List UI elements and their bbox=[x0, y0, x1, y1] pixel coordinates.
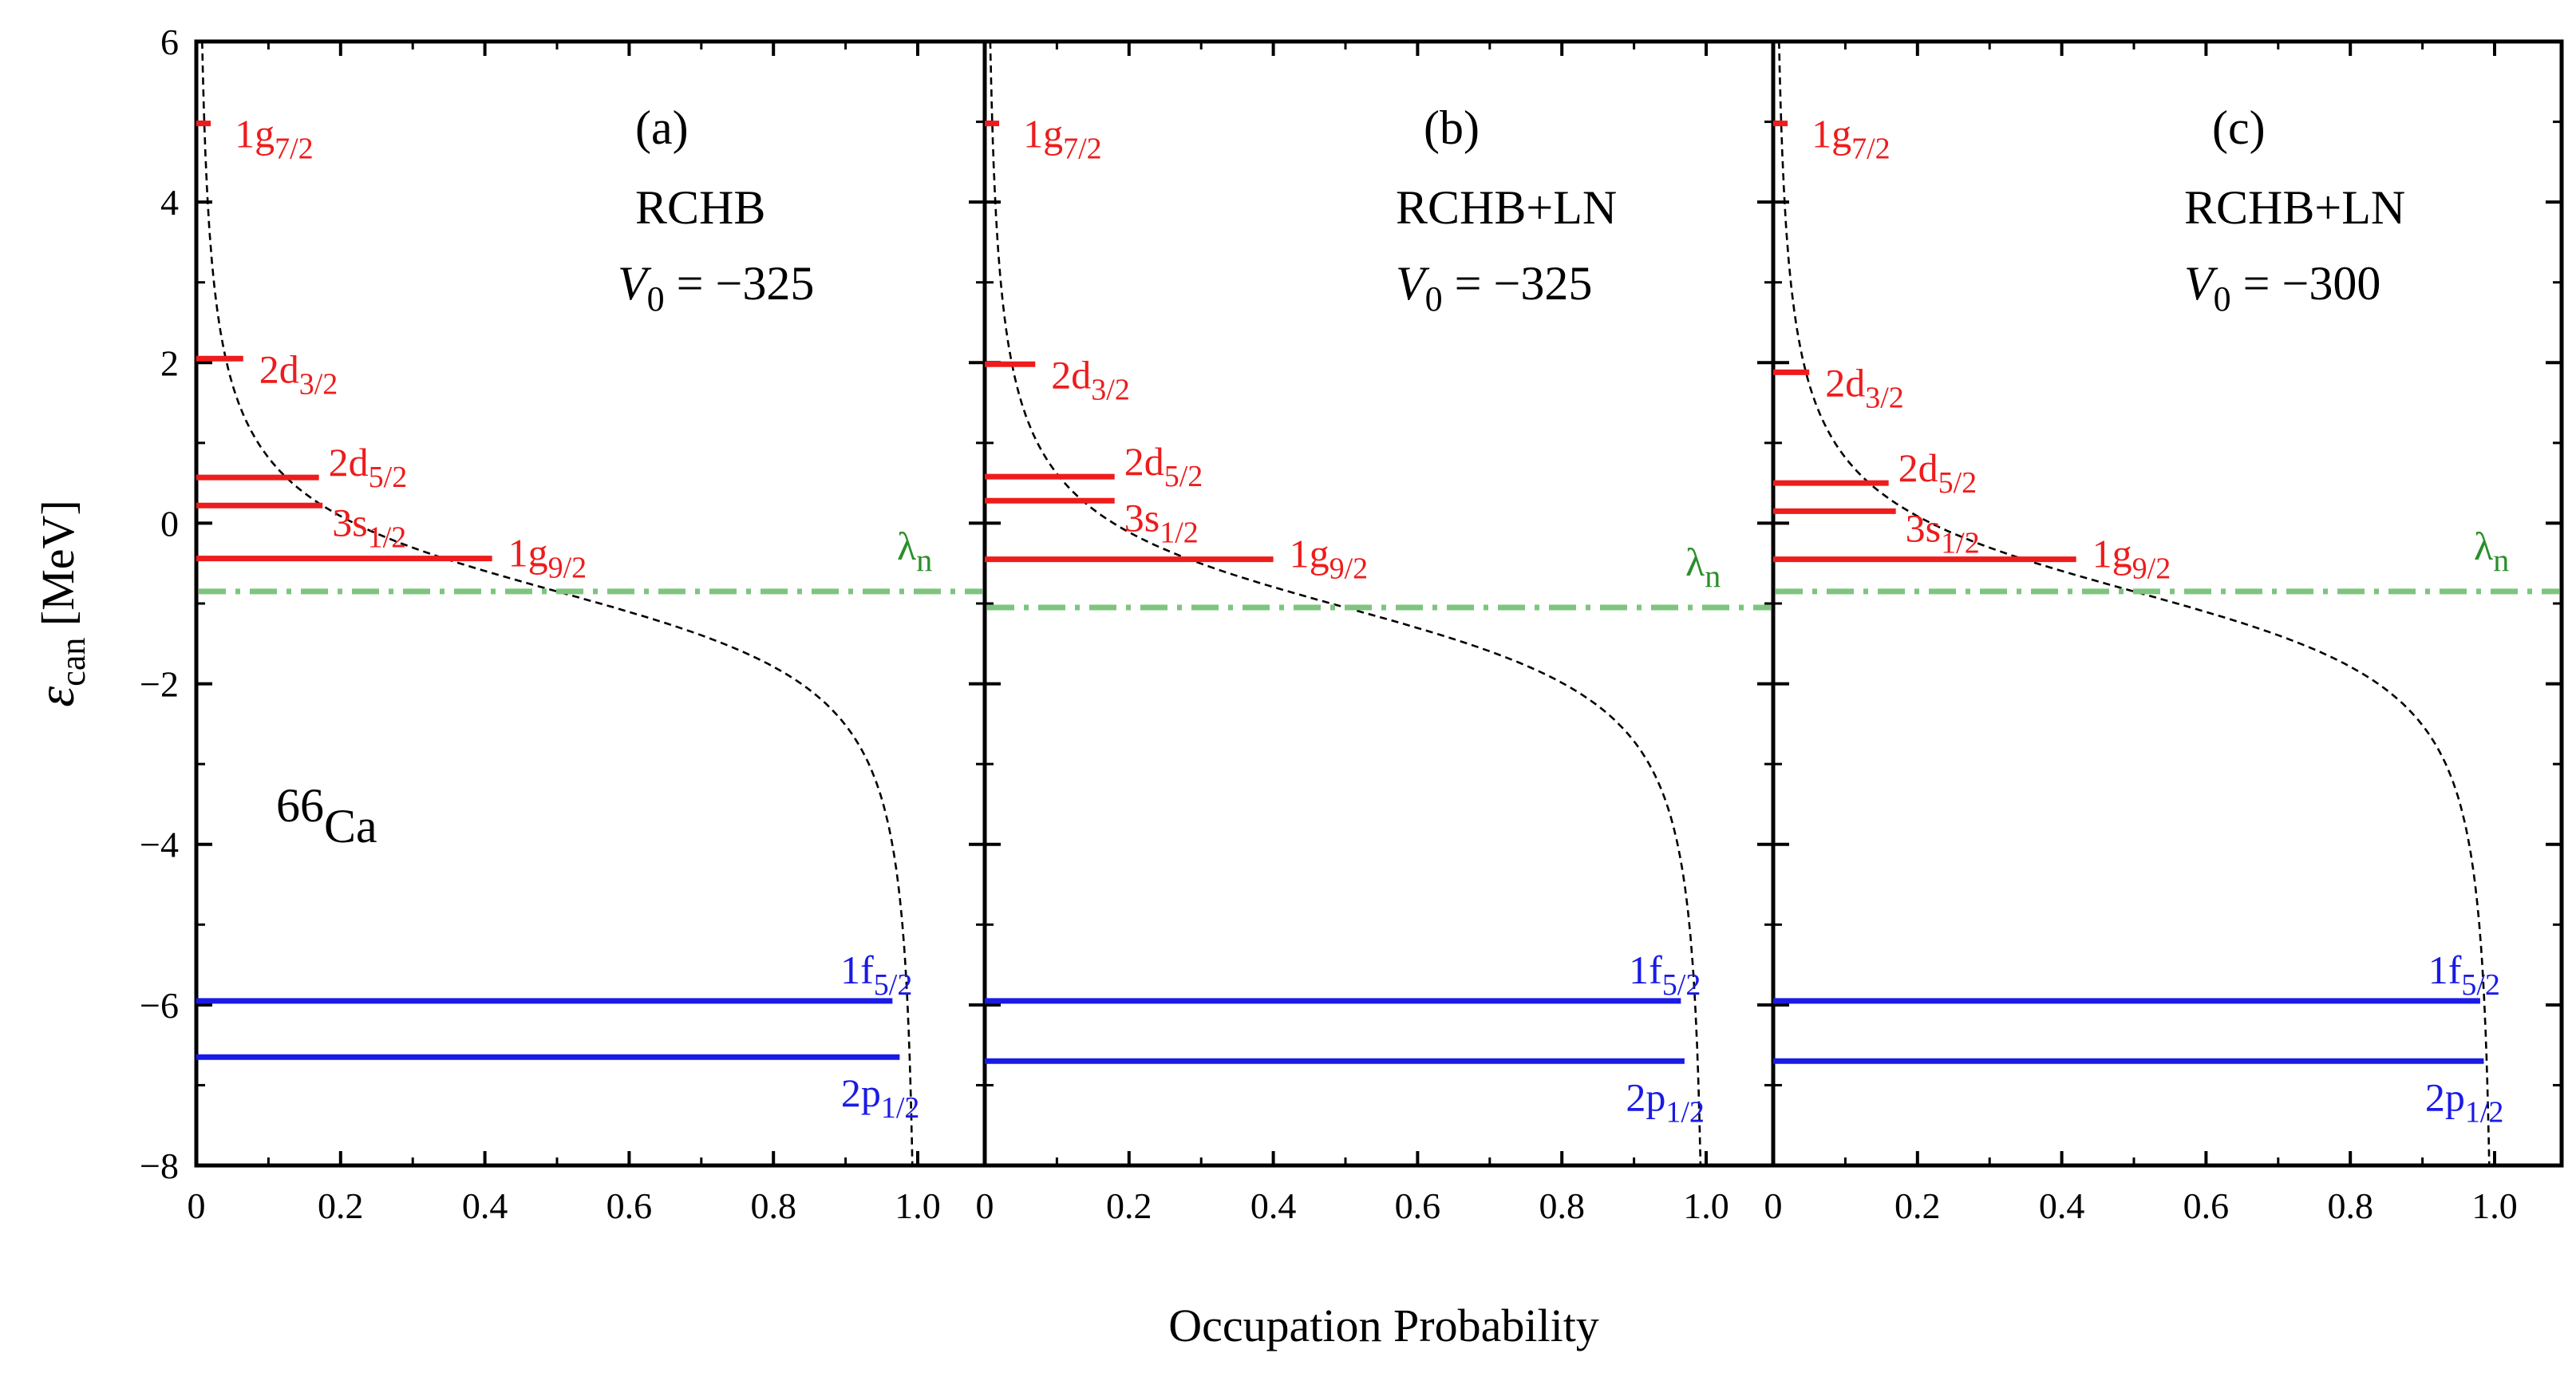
occupation-curve bbox=[1778, 41, 2491, 1165]
level-label-1f-5-2: 1f5/2 bbox=[1629, 948, 1701, 1002]
axis-labels: Occupation Probability εcan [MeV] bbox=[27, 500, 1599, 1351]
level-label-1g-7-2: 1g7/2 bbox=[1023, 112, 1102, 166]
fermi-level-label: λn bbox=[1685, 540, 1721, 594]
level-label-2p-1-2: 2p1/2 bbox=[2425, 1074, 2504, 1129]
v0-label: V0 = −300 bbox=[2184, 257, 2380, 319]
model-label: RCHB+LN bbox=[1396, 181, 1617, 234]
level-label-2d-5-2: 2d5/2 bbox=[1124, 439, 1203, 493]
panel-tag: (b) bbox=[1424, 101, 1480, 154]
level-label-2d-5-2: 2d5/2 bbox=[1898, 445, 1977, 500]
x-tick-label: 1.0 bbox=[895, 1185, 941, 1226]
panel-frame bbox=[982, 39, 1776, 1168]
level-label-2d-3-2: 2d3/2 bbox=[1825, 360, 1904, 414]
x-axis-title: Occupation Probability bbox=[1168, 1300, 1599, 1351]
x-tick-label: 0.8 bbox=[2327, 1185, 2373, 1226]
x-tick-label: 0 bbox=[976, 1185, 994, 1226]
y-tick-label: 6 bbox=[160, 22, 179, 62]
x-tick-label: 0.2 bbox=[1106, 1185, 1152, 1226]
y-tick-label: −2 bbox=[140, 664, 179, 705]
level-label-3s-1-2: 3s1/2 bbox=[332, 500, 406, 554]
level-label-3s-1-2: 3s1/2 bbox=[1124, 495, 1199, 549]
model-label: RCHB+LN bbox=[2184, 181, 2405, 234]
y-tick-label: −4 bbox=[140, 825, 179, 865]
y-tick-label: −6 bbox=[140, 985, 179, 1026]
panel-tag: (c) bbox=[2212, 101, 2266, 154]
x-tick-label: 0.6 bbox=[2183, 1185, 2230, 1226]
level-label-3s-1-2: 3s1/2 bbox=[1906, 505, 1980, 560]
panel-tag: (a) bbox=[635, 101, 689, 154]
y-axis-title: εcan [MeV] bbox=[27, 500, 93, 706]
y-tick-label: −8 bbox=[140, 1146, 179, 1186]
occupation-curve bbox=[201, 41, 914, 1165]
level-label-1f-5-2: 1f5/2 bbox=[2428, 948, 2500, 1002]
x-tick-label: 0 bbox=[1764, 1185, 1783, 1226]
x-tick-label: 0.6 bbox=[1395, 1185, 1441, 1226]
model-label: RCHB bbox=[635, 181, 765, 234]
x-tick-label: 0 bbox=[188, 1185, 206, 1226]
x-tick-label: 0.4 bbox=[1250, 1185, 1297, 1226]
level-label-2d-3-2: 2d3/2 bbox=[259, 346, 338, 401]
nucleus-label: 66Ca bbox=[276, 779, 377, 853]
x-tick-label: 0.6 bbox=[606, 1185, 653, 1226]
level-label-1g-7-2: 1g7/2 bbox=[235, 112, 314, 166]
y-tick-label: 0 bbox=[160, 503, 179, 544]
fermi-level-label: λn bbox=[2474, 524, 2509, 578]
level-label-2d-3-2: 2d3/2 bbox=[1051, 352, 1130, 406]
panel-a: 0 0.2 0.4 0.6 0.8 1.0 6 4 2 0 −2 −4 −6 −8 λn 1g7/2 2d3/2… bbox=[140, 22, 987, 1226]
v0-label: V0 = −325 bbox=[1396, 257, 1592, 319]
panels: 0 0.2 0.4 0.6 0.8 1.0 6 4 2 0 −2 −4 −6 −8 λn 1g7/2 2d3/2… bbox=[140, 22, 2564, 1226]
x-tick-label: 0.8 bbox=[1539, 1185, 1585, 1226]
x-tick-label: 0.2 bbox=[318, 1185, 364, 1226]
y-tick-label: 2 bbox=[160, 342, 179, 383]
v0-label: V0 = −325 bbox=[618, 257, 814, 319]
level-label-2d-5-2: 2d5/2 bbox=[329, 440, 408, 494]
level-label-1f-5-2: 1f5/2 bbox=[840, 948, 912, 1002]
level-label-1g-7-2: 1g7/2 bbox=[1811, 112, 1891, 166]
x-tick-label: 0.2 bbox=[1894, 1185, 1941, 1226]
level-label-1g-9-2: 1g9/2 bbox=[508, 531, 587, 585]
x-tick-label: 1.0 bbox=[2471, 1185, 2518, 1226]
x-tick-label: 1.0 bbox=[1683, 1185, 1729, 1226]
level-label-1g-9-2: 1g9/2 bbox=[1290, 532, 1369, 586]
level-label-2p-1-2: 2p1/2 bbox=[1626, 1074, 1705, 1129]
x-tick-label: 0.4 bbox=[462, 1185, 508, 1226]
x-tick-label: 0.4 bbox=[2039, 1185, 2085, 1226]
panel-frame bbox=[1771, 39, 2564, 1168]
x-tick-label: 0.8 bbox=[750, 1185, 796, 1226]
level-label-2p-1-2: 2p1/2 bbox=[841, 1070, 920, 1125]
y-tick-label: 4 bbox=[160, 182, 179, 223]
fermi-level-label: λn bbox=[897, 524, 932, 578]
level-label-1g-9-2: 1g9/2 bbox=[2092, 532, 2171, 586]
panel-frame bbox=[194, 39, 987, 1168]
